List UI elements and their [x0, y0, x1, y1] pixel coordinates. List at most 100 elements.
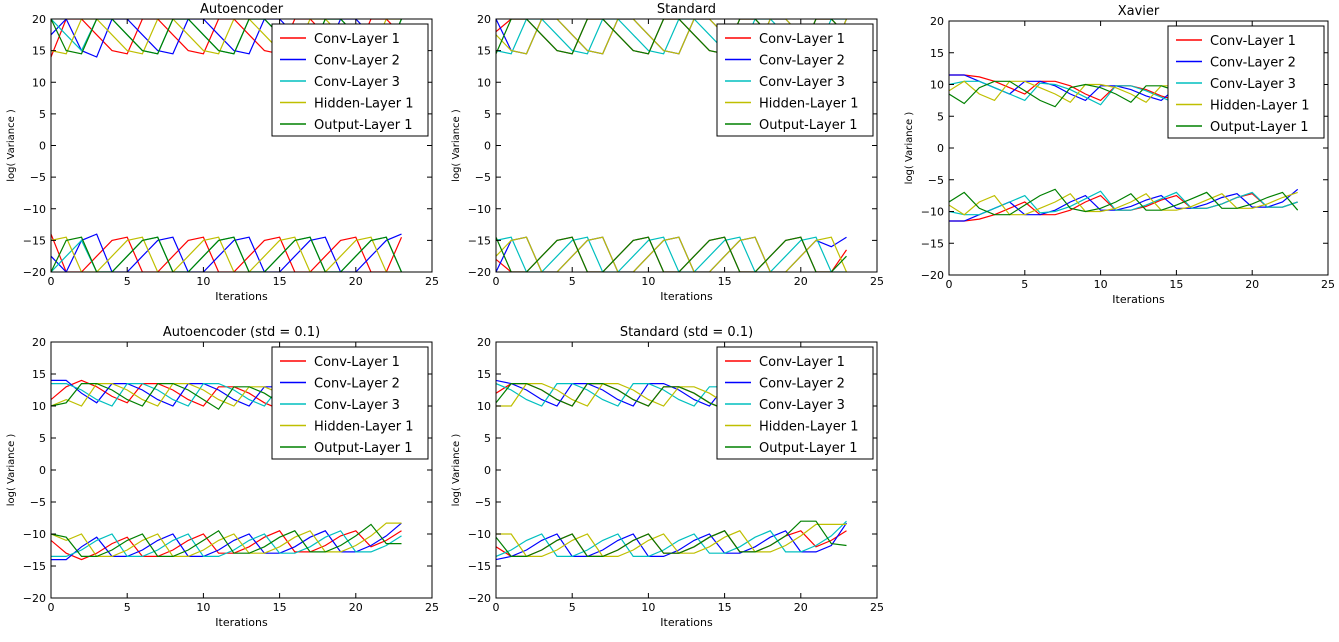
legend-label: Conv-Layer 3 — [314, 75, 400, 90]
y-tick-label: 5 — [484, 432, 491, 445]
series-line-0-lower — [51, 233, 403, 272]
x-tick-label: 15 — [1169, 278, 1183, 291]
chart-title: Standard — [657, 2, 716, 17]
legend: Conv-Layer 1 Conv-Layer 2 Conv-Layer 3 Hidd… — [271, 23, 429, 137]
y-tick-label: −10 — [921, 206, 944, 219]
series-line-1-lower — [51, 233, 402, 272]
y-tick-label: −10 — [23, 203, 46, 216]
series-line-4-lower — [949, 188, 1299, 216]
series-line-2-lower — [496, 520, 847, 558]
y-tick-label: −5 — [928, 174, 944, 187]
legend-label: Conv-Layer 2 — [314, 54, 400, 69]
y-tick-label: −5 — [475, 171, 491, 184]
x-tick-label: 20 — [349, 275, 363, 288]
x-tick-label: 10 — [1094, 278, 1108, 291]
y-tick-label: 0 — [937, 142, 944, 155]
series-line-1-lower — [51, 522, 402, 561]
chart-title: Xavier — [1118, 4, 1160, 19]
y-tick-label: 15 — [32, 45, 46, 58]
chart-panel-1: 0 5 10 15 20 25 −20 −15 −10 −5 0 5 10 15 20 Standard Ite… — [451, 2, 884, 303]
legend-box — [271, 346, 429, 460]
x-tick-label: 15 — [273, 275, 287, 288]
legend-label: Conv-Layer 3 — [759, 398, 845, 413]
chart-panel-4: 0 5 10 15 20 25 −20 −15 −10 −5 0 5 10 15 20 Standard (s… — [451, 325, 884, 629]
legend-label: Conv-Layer 3 — [759, 75, 845, 90]
y-tick-label: −20 — [921, 269, 944, 282]
x-tick-label: 0 — [48, 601, 55, 614]
y-tick-label: 10 — [477, 76, 491, 89]
y-tick-label: 20 — [32, 13, 46, 26]
legend-label: Output-Layer 1 — [1210, 120, 1309, 135]
y-tick-label: 20 — [32, 336, 46, 349]
y-tick-label: −10 — [468, 203, 491, 216]
legend-box — [271, 23, 429, 137]
series-group — [51, 19, 403, 272]
y-tick-label: 0 — [484, 140, 491, 153]
chart-panel-3: 0 5 10 15 20 25 −20 −15 −10 −5 0 5 10 15 20 Autoencoder… — [6, 325, 439, 629]
y-axis-label: log( Variance ) — [451, 434, 462, 507]
y-tick-label: 10 — [32, 400, 46, 413]
y-tick-label: 5 — [484, 108, 491, 121]
series-line-3-upper — [496, 19, 848, 55]
y-axis-label: log( Variance ) — [6, 434, 17, 507]
y-tick-label: −15 — [23, 234, 46, 247]
chart-title: Standard (std = 0.1) — [620, 325, 753, 340]
y-tick-label: −20 — [23, 592, 46, 605]
x-axis-label: Iterations — [660, 616, 713, 629]
x-tick-label: 10 — [196, 275, 210, 288]
y-tick-label: 20 — [477, 13, 491, 26]
legend-label: Conv-Layer 1 — [1210, 34, 1296, 49]
y-axis-label: log( Variance ) — [451, 109, 462, 182]
legend: Conv-Layer 1 Conv-Layer 2 Conv-Layer 3 Hidd… — [716, 23, 874, 137]
y-tick-label: −20 — [23, 266, 46, 279]
y-tick-label: 5 — [39, 432, 46, 445]
legend-label: Conv-Layer 2 — [759, 54, 845, 69]
x-tick-label: 20 — [1245, 278, 1259, 291]
x-tick-label: 25 — [870, 601, 884, 614]
legend-label: Conv-Layer 1 — [759, 355, 845, 370]
legend-label: Conv-Layer 1 — [314, 355, 400, 370]
legend-label: Conv-Layer 3 — [314, 398, 400, 413]
legend-label: Conv-Layer 2 — [314, 377, 400, 392]
legend-box — [1167, 25, 1325, 139]
legend-label: Conv-Layer 3 — [1210, 77, 1296, 92]
x-tick-label: 25 — [1321, 278, 1335, 291]
y-tick-label: −20 — [468, 592, 491, 605]
x-tick-label: 0 — [493, 601, 500, 614]
y-tick-label: −15 — [468, 234, 491, 247]
legend: Conv-Layer 1 Conv-Layer 2 Conv-Layer 3 Hidd… — [716, 346, 874, 460]
y-tick-label: −20 — [468, 266, 491, 279]
y-tick-label: −15 — [23, 560, 46, 573]
y-tick-label: 5 — [39, 108, 46, 121]
chart-panel-0: 0 5 10 15 20 25 −20 −15 −10 −5 0 5 10 15 20 Autoencoder… — [6, 2, 439, 303]
series-line-3-lower — [496, 523, 847, 558]
y-tick-label: −15 — [921, 237, 944, 250]
chart-panel-2: 0 5 10 15 20 25 −20 −15 −10 −5 0 5 10 15 20 Xavier Itera… — [904, 4, 1335, 306]
series-group — [496, 379, 847, 561]
y-tick-label: 0 — [39, 140, 46, 153]
y-tick-label: 10 — [477, 400, 491, 413]
legend: Conv-Layer 1 Conv-Layer 2 Conv-Layer 3 Hidd… — [271, 346, 429, 460]
y-tick-label: −10 — [23, 528, 46, 541]
legend-label: Conv-Layer 1 — [314, 32, 400, 47]
legend-label: Output-Layer 1 — [314, 118, 413, 133]
legend-label: Hidden-Layer 1 — [759, 97, 858, 112]
series-line-4-lower — [51, 236, 403, 272]
x-tick-label: 0 — [48, 275, 55, 288]
series-line-3-lower — [949, 191, 1298, 216]
legend-label: Conv-Layer 2 — [1210, 56, 1296, 71]
x-tick-label: 5 — [124, 275, 131, 288]
legend-box — [716, 346, 874, 460]
x-tick-label: 10 — [641, 275, 655, 288]
y-axis-label: log( Variance ) — [904, 112, 915, 185]
x-tick-label: 15 — [718, 275, 732, 288]
y-tick-label: 10 — [930, 79, 944, 92]
y-tick-label: −15 — [468, 560, 491, 573]
y-tick-label: 20 — [930, 15, 944, 28]
y-tick-label: 15 — [477, 45, 491, 58]
x-tick-label: 20 — [794, 601, 808, 614]
x-axis-label: Iterations — [1112, 293, 1165, 306]
y-axis-label: log( Variance ) — [6, 109, 17, 182]
